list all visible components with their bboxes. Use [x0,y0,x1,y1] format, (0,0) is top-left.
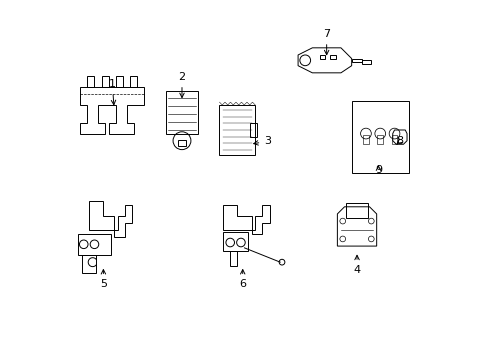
Bar [319,55,324,59]
Bar [177,140,186,146]
Text: 7: 7 [323,29,329,55]
Bar [377,135,382,144]
Bar [346,203,367,217]
Bar [363,135,368,144]
Text: 8: 8 [395,136,403,146]
Bar [362,60,370,64]
Bar [165,91,198,134]
Bar [82,255,96,273]
Text: 9: 9 [374,165,381,175]
Bar [223,232,247,251]
Text: 1: 1 [109,79,116,105]
Text: 3: 3 [253,136,271,146]
Bar [351,102,408,173]
Text: 5: 5 [100,270,107,289]
Bar [249,123,257,137]
Text: 4: 4 [353,255,360,275]
Text: 2: 2 [178,72,185,98]
Bar [329,55,335,59]
Bar [391,135,397,144]
Text: 6: 6 [239,270,246,289]
